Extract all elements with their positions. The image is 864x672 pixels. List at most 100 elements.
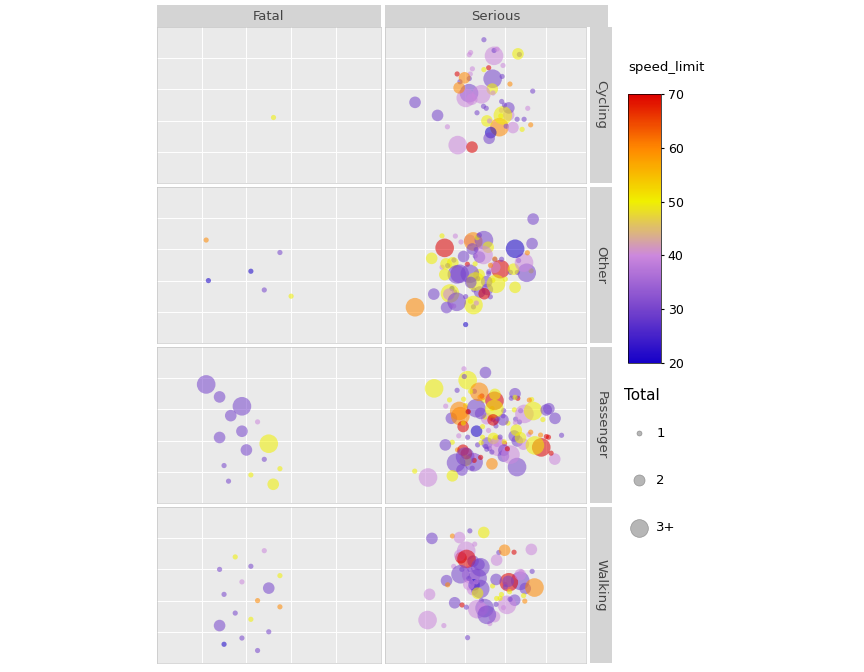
Point [213,620,226,631]
Point [496,411,510,421]
Point [508,595,522,605]
Point [499,579,512,590]
Point [473,583,487,594]
Point [467,386,481,396]
Point [487,45,501,56]
Point [463,526,477,536]
Point [477,235,491,245]
Point [507,405,521,415]
Point [273,571,287,581]
Point [437,620,451,631]
Point [512,417,526,427]
Point [467,559,481,570]
Point [511,435,524,446]
Point [525,566,539,577]
Text: Fatal: Fatal [253,9,284,22]
Text: Serious: Serious [472,9,521,22]
Point [474,437,488,448]
Point [472,269,486,280]
Point [509,414,523,425]
Point [481,425,495,436]
Point [472,559,486,570]
Point [457,371,471,382]
Point [536,414,550,425]
Point [464,569,478,580]
Point [441,260,454,271]
Point [459,291,473,302]
Point [462,573,476,584]
Point [461,274,475,285]
Point [439,401,453,411]
Point [491,413,505,424]
Point [500,444,514,454]
Point [522,429,536,440]
Point [494,105,508,116]
Point [474,595,488,606]
Point [471,439,485,450]
Point [518,114,531,125]
Point [482,62,496,73]
Point [454,552,468,563]
Point [524,394,538,405]
Point [488,389,502,400]
Point [503,594,517,605]
Point [450,296,464,307]
Point [438,243,452,253]
Point [510,425,524,435]
Point [457,251,471,262]
Point [447,561,461,572]
Point [462,49,476,60]
Point [475,421,489,432]
Point [497,405,511,416]
Point [486,433,500,444]
Point [448,230,462,241]
Point [494,111,508,122]
Point [524,120,537,130]
Text: Passenger: Passenger [594,391,607,459]
Point [473,386,486,397]
Point [408,97,422,108]
Point [518,596,531,607]
Point [477,65,491,75]
Point [489,574,503,585]
Point [447,255,461,265]
Point [499,274,512,284]
Point [266,479,280,490]
Point [473,252,486,263]
Point [486,403,499,414]
Point [451,444,465,455]
Point [483,116,497,126]
Point [478,603,492,614]
Point [496,110,510,121]
Point [476,604,490,615]
Point [477,249,491,260]
Point [427,289,441,300]
Point [465,142,479,153]
Point [542,403,556,414]
Point [555,430,569,441]
Point [228,552,242,562]
Point [438,439,452,450]
Point [477,527,491,538]
Point [458,451,472,462]
Point [213,432,226,443]
Point [425,253,439,263]
Point [477,101,491,112]
Point [456,421,470,432]
Point [467,455,481,466]
Point [488,254,502,265]
Point [441,579,454,590]
Point [474,89,488,99]
Point [235,632,249,643]
Point [490,593,504,604]
Point [453,77,467,87]
Point [511,267,524,278]
Point [524,544,538,555]
Point [526,214,540,224]
Point [511,255,525,266]
Point [469,577,483,587]
Point [461,432,474,443]
Point [502,110,516,120]
Point [487,395,501,406]
Point [444,413,458,423]
